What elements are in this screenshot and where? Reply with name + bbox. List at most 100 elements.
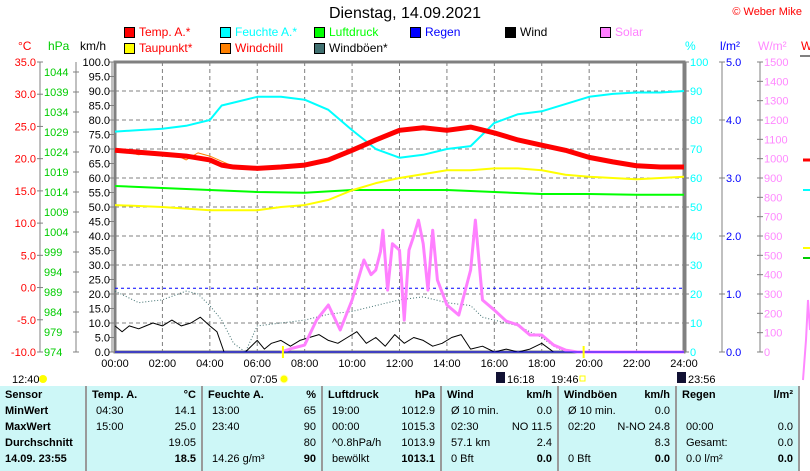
legend-item: Solar xyxy=(600,25,643,39)
rain-tick-label: 4.0 xyxy=(726,115,741,127)
rain-tick-label: 0.0 xyxy=(726,347,741,359)
pressure-tick-label: 989 xyxy=(44,287,62,299)
table-cell-row: 8.3 xyxy=(564,437,670,453)
table-cell-row: 02:20 N-NO 24.8 xyxy=(564,421,670,437)
table-cell-row: 04:30 14.1 xyxy=(92,405,196,421)
wind-tick-label: 45.0 xyxy=(89,217,110,229)
temp-tick-label: 10.0 xyxy=(15,218,36,230)
legend-label: Temp. A.* xyxy=(139,25,191,39)
table-cell-row: 02:30 NO 11.5 xyxy=(447,421,552,437)
legend-swatch xyxy=(220,42,231,54)
moon-icon xyxy=(39,375,47,383)
axis-unit-rain: l/m² xyxy=(720,39,740,53)
rain-tick-label: 5.0 xyxy=(726,57,741,69)
pressure-tick-label: 1034 xyxy=(44,107,68,119)
wind-tick-label: 30.0 xyxy=(89,260,110,272)
legend-item: Windböen* xyxy=(314,41,388,55)
solar-tick-label: 400 xyxy=(764,270,782,282)
rain-tick-label: 1.0 xyxy=(726,289,741,301)
temp-tick-label: -10.0 xyxy=(11,347,36,359)
cell-value: 1013.9 xyxy=(401,437,435,449)
cell-value: 2.4 xyxy=(536,437,552,449)
cell-value: 25.0 xyxy=(174,421,196,433)
legend-label: Solar xyxy=(615,25,644,39)
table-cell-row: MaxWert xyxy=(5,421,80,437)
pressure-tick-label: 1019 xyxy=(44,167,68,179)
table-column-gust: Windböen km/h Ø 10 min. 0.0 02:20 N-NO 24.8 8.… xyxy=(559,386,677,471)
moonrise-icon xyxy=(496,372,505,383)
moonrise-time: 16:18 xyxy=(507,374,535,386)
legend-item: Windchill xyxy=(220,41,283,55)
table-column-press: Luftdruck hPa 19:00 1012.9 00:00 1015.3 ^0.8hP… xyxy=(323,386,442,471)
temp-tick-label: -5.0 xyxy=(17,315,36,327)
table-column-sensor: Sensor MinWert MaxWert Durchschnitt 14.09. 2… xyxy=(0,386,87,471)
table-column-hum: Feuchte A.% 13:00 65 23:40 90 80 14.26 g/m³ 90 xyxy=(203,386,323,471)
table-cell-row: 18.5 xyxy=(92,453,196,469)
legend-label: Windchill xyxy=(235,41,284,55)
table-cell-row: 80 xyxy=(208,437,316,453)
sunset-time: 19:46 xyxy=(551,374,579,386)
table-cell-row: Gesamt: 0.0 xyxy=(682,437,793,453)
series-wind xyxy=(114,316,684,353)
row-label: 14.09. 23:55 xyxy=(5,453,67,465)
table-column-temp: Temp. A. °C 04:30 14.1 15:00 25.0 19.05 18.5 xyxy=(87,386,203,471)
x-tick-label: 16:00 xyxy=(481,358,509,370)
solar-tick-label: 600 xyxy=(764,231,782,243)
column-header: Temp. A. xyxy=(92,389,138,401)
cell-label: 0 Bft xyxy=(568,453,591,465)
cell-label: bewölkt xyxy=(332,453,370,465)
x-tick-label: 12:00 xyxy=(386,358,414,370)
cell-label: Gesamt: xyxy=(686,437,728,449)
table-cell-row: Feuchte A.% xyxy=(208,389,316,405)
wind-tick-label: 15.0 xyxy=(89,304,110,316)
cell-label: 0 Bft xyxy=(451,453,474,465)
pressure-tick-label: 1039 xyxy=(44,87,68,99)
table-cell-row: 19.05 xyxy=(92,437,196,453)
table-cell-row: Ø 10 min. 0.0 xyxy=(564,405,670,421)
humidity-tick-label: 100 xyxy=(690,57,708,69)
humidity-tick-label: 20 xyxy=(690,289,702,301)
moonset-time: 12:40 xyxy=(12,374,40,386)
cell-label: 23:40 xyxy=(212,421,240,433)
legend-swatch xyxy=(124,42,135,54)
legend-swatch xyxy=(600,26,611,38)
cell-label: ^0.8hPa/h xyxy=(332,437,382,449)
temp-tick-label: 15.0 xyxy=(15,186,36,198)
cell-value: 90 xyxy=(303,453,316,465)
table-cell-row: 0.0 l/m² 0.0 xyxy=(682,453,793,469)
pressure-tick-label: 1024 xyxy=(44,147,68,159)
table-cell-row: 14.26 g/m³ 90 xyxy=(208,453,316,469)
cell-value: 0.0 xyxy=(777,437,793,449)
table-cell-row: 0 Bft 0.0 xyxy=(447,453,552,469)
legend-swatch xyxy=(314,26,325,38)
cell-label: 14.26 g/m³ xyxy=(212,453,265,465)
cell-value: 0.0 xyxy=(654,453,670,465)
series-taupunkt xyxy=(114,167,685,212)
humidity-tick-label: 0 xyxy=(690,347,696,359)
table-cell-row: 23:40 90 xyxy=(208,421,316,437)
chart-svg: °C hPa km/h% l/m² W/m² W 00:00 02:00 04:00 06:00 0… xyxy=(11,39,810,386)
table-cell-row: 19:00 1012.9 xyxy=(328,405,435,421)
cell-label: 0.0 l/m² xyxy=(686,453,723,465)
legend-swatch xyxy=(314,42,325,54)
cell-value: 0.0 xyxy=(777,453,793,465)
cell-label: 04:30 xyxy=(96,405,124,417)
cell-label: Ø 10 min. xyxy=(451,405,499,417)
x-tick-label: 14:00 xyxy=(433,358,461,370)
humidity-tick-label: 30 xyxy=(690,260,702,272)
row-label: MaxWert xyxy=(5,421,51,433)
table-cell-row: 14.09. 23:55 xyxy=(5,453,80,469)
solar-tick-label: 100 xyxy=(764,328,782,340)
column-header: Wind xyxy=(447,389,474,401)
table-cell-row: Durchschnitt xyxy=(5,437,80,453)
table-cell-row: Regen l/m² xyxy=(682,389,793,405)
table-cell-row: 00:00 0.0 xyxy=(682,421,793,437)
wind-tick-label: 95.0 xyxy=(89,72,110,84)
row-label: MinWert xyxy=(5,405,49,417)
wind-tick-label: 50.0 xyxy=(89,202,110,214)
pressure-tick-label: 984 xyxy=(44,307,62,319)
temp-tick-label: 20.0 xyxy=(15,154,36,166)
copyright: © Weber Mike xyxy=(732,6,802,18)
cell-value: 0.0 xyxy=(536,405,552,417)
solar-tick-label: 500 xyxy=(764,250,782,262)
